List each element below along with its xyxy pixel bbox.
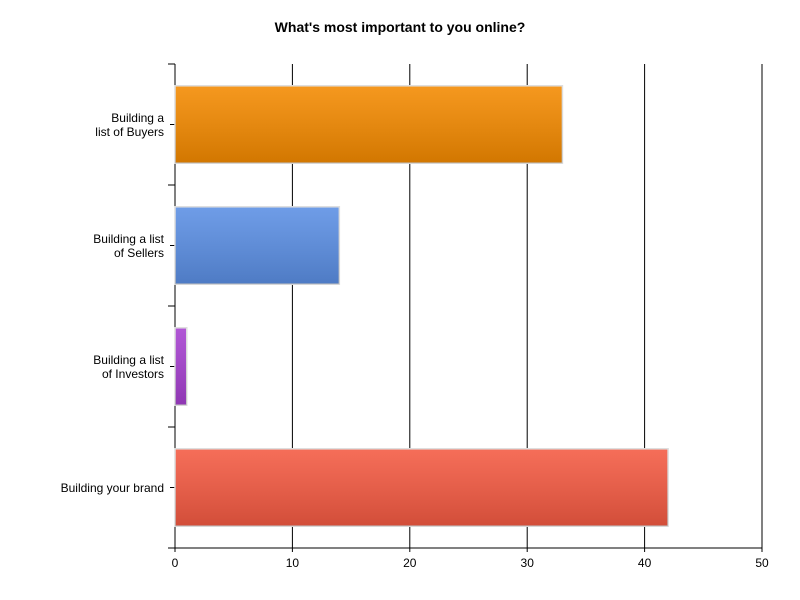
x-tick-label: 40: [638, 556, 652, 570]
bar-shade: [175, 206, 340, 285]
bar-shade: [175, 85, 563, 164]
x-tick-label: 30: [521, 556, 535, 570]
x-tick-label: 50: [755, 556, 769, 570]
x-tick-label: 10: [286, 556, 300, 570]
y-tick-label: Building a list of Investors: [93, 352, 164, 381]
y-tick-label: Building your brand: [60, 480, 164, 495]
y-tick-label: Building a list of Sellers: [93, 231, 164, 260]
chart-title: What's most important to you online?: [275, 19, 526, 35]
bar-shade: [175, 448, 669, 527]
x-tick-label: 20: [403, 556, 417, 570]
y-tick-label: Building a list of Buyers: [95, 110, 164, 139]
bar-shade: [175, 327, 187, 406]
x-tick-label: 0: [172, 556, 179, 570]
